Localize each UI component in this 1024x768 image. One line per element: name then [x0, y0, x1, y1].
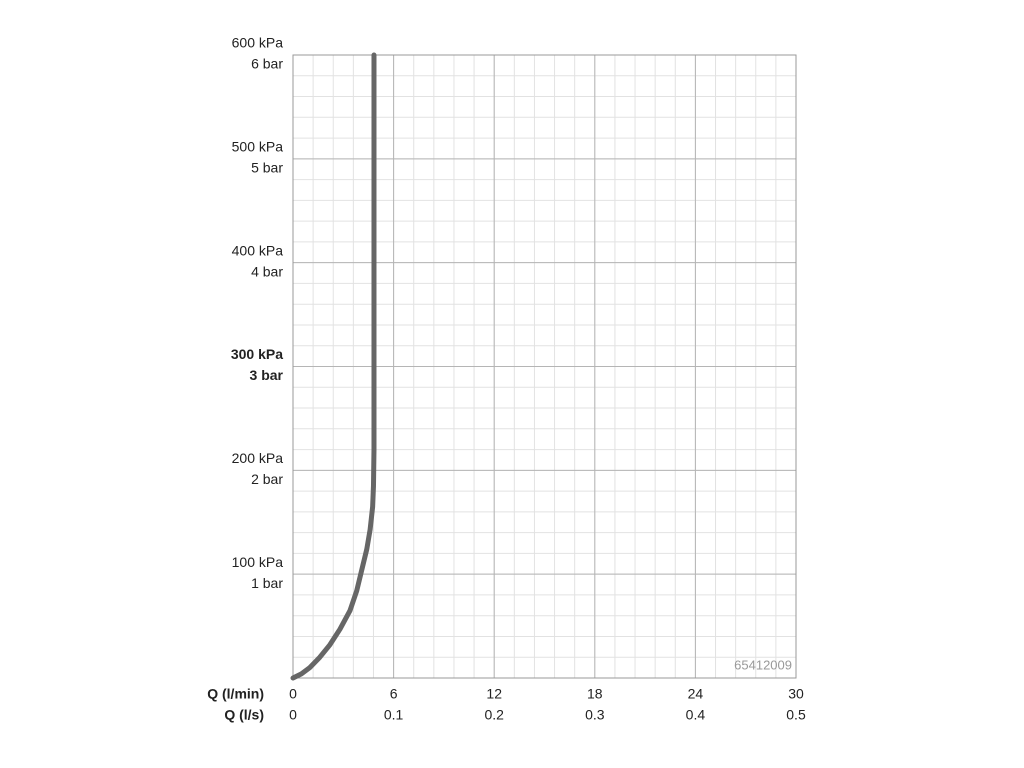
x-tick-label: 18: [587, 686, 603, 702]
x-tick-label: 6: [390, 686, 398, 702]
x2-tick-label: 0.2: [484, 707, 504, 723]
curve: [290, 52, 377, 681]
y2-tick-label: 1 bar: [251, 575, 283, 591]
x2-tick-label: 0: [289, 707, 297, 723]
y-tick-label: 200 kPa: [232, 450, 284, 466]
y-tick-label: 500 kPa: [232, 139, 284, 155]
x-tick-label: 0: [289, 686, 297, 702]
y-tick-label: 600 kPa: [232, 35, 284, 51]
x2-tick-label: 0.3: [585, 707, 605, 723]
y2-tick-label: 3 bar: [250, 367, 284, 383]
x2-axis-label: Q (l/s): [224, 707, 264, 723]
y2-tick-label: 2 bar: [251, 471, 283, 487]
x2-tick-label: 0.1: [384, 707, 404, 723]
x-tick-label: 12: [486, 686, 502, 702]
x-axis-label: Q (l/min): [207, 686, 264, 702]
y2-tick-label: 5 bar: [251, 160, 283, 176]
plot-frame: [292, 54, 797, 679]
annotation: 65412009: [734, 657, 792, 672]
y2-tick-label: 6 bar: [251, 56, 283, 72]
x2-tick-label: 0.4: [686, 707, 706, 723]
x-tick-label: 24: [688, 686, 704, 702]
y-tick-label: 300 kPa: [231, 346, 283, 362]
y2-tick-label: 4 bar: [251, 263, 283, 279]
x-tick-label: 30: [788, 686, 804, 702]
y-tick-label: 100 kPa: [232, 554, 284, 570]
x2-tick-label: 0.5: [786, 707, 806, 723]
y-tick-label: 400 kPa: [232, 242, 284, 258]
